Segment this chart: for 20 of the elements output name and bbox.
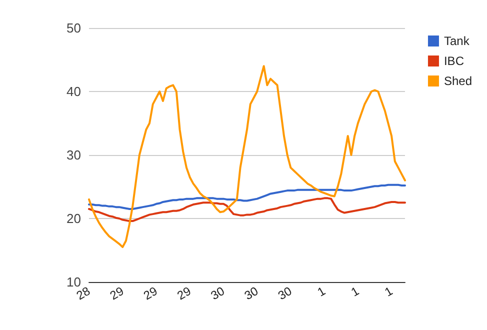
x-tick-label: 1 [382, 284, 396, 300]
y-tick-label: 30 [66, 148, 81, 162]
x-tick-label: 29 [141, 284, 160, 303]
line-series [88, 184, 406, 210]
x-tick-label: 30 [242, 284, 261, 303]
line-series [88, 65, 406, 248]
y-tick-label: 50 [66, 20, 81, 36]
x-tick-label: 1 [315, 284, 328, 300]
y-tick-label: 40 [66, 84, 81, 99]
x-tick-label: 30 [276, 284, 294, 303]
y-tick-label: 10 [66, 274, 81, 290]
legend-label: Shed [444, 74, 472, 88]
x-tick-label: 1 [348, 284, 362, 300]
legend-label: Tank [444, 34, 470, 48]
x-tick-label: 29 [174, 284, 194, 303]
y-tick-label: 20 [66, 211, 81, 226]
legend-label: IBC [444, 54, 464, 68]
x-tick-label: 30 [208, 284, 228, 303]
x-tick-label: 29 [108, 284, 126, 303]
line-series [88, 197, 406, 222]
